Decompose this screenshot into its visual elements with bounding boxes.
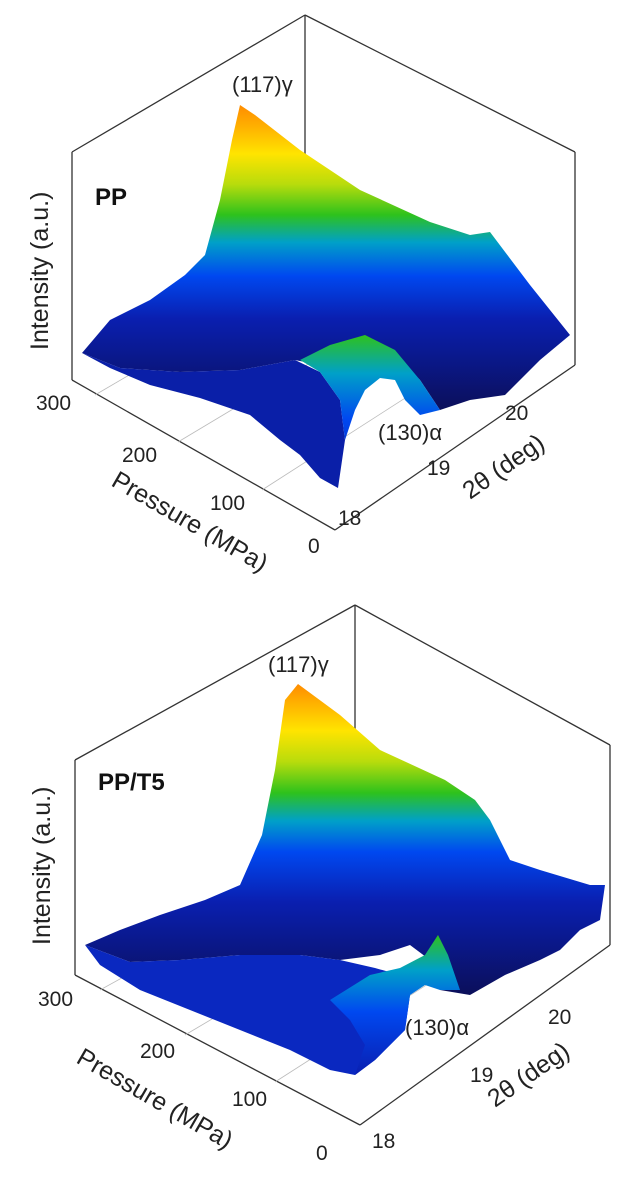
surface-pp-t5 bbox=[85, 684, 605, 1075]
panel-pp-t5: PP/T5 (117)γ (130)α Intensity (a.u.) Pre… bbox=[28, 604, 611, 1165]
pressure-tick: 100 bbox=[232, 1088, 267, 1111]
surface-pp bbox=[82, 105, 570, 488]
theta-ticks: 18 19 20 bbox=[338, 402, 528, 530]
peak-gamma-label: (117)γ bbox=[232, 72, 293, 97]
surface-front-region bbox=[85, 945, 410, 1075]
pressure-ticks: 300 200 100 0 bbox=[36, 392, 320, 558]
pressure-tick: 200 bbox=[140, 1040, 175, 1063]
pressure-tick: 300 bbox=[36, 392, 71, 415]
pressure-tick: 100 bbox=[210, 492, 245, 515]
alpha-peak-ridge bbox=[300, 335, 440, 488]
theta-tick: 19 bbox=[470, 1064, 493, 1087]
surface-front-region bbox=[82, 353, 345, 488]
peak-alpha-label: (130)α bbox=[405, 1015, 469, 1040]
top-right-edge bbox=[304, 14, 576, 153]
box-frame bbox=[71, 14, 576, 531]
top-right-edge bbox=[354, 604, 611, 746]
peak-gamma-label: (117)γ bbox=[268, 652, 329, 677]
pressure-tick: 0 bbox=[316, 1142, 328, 1165]
top-left-edge bbox=[74, 604, 356, 761]
surface-back-region bbox=[85, 684, 605, 995]
z-axis-label: Intensity (a.u.) bbox=[26, 192, 54, 350]
theta-tick: 19 bbox=[427, 457, 450, 480]
y-axis-label: 2θ (deg) bbox=[482, 1037, 574, 1113]
theta-tick: 20 bbox=[548, 1006, 571, 1029]
sample-label: PP bbox=[95, 184, 127, 211]
pressure-tick: 0 bbox=[308, 535, 320, 558]
pressure-axis-line bbox=[74, 974, 361, 1126]
theta-ticks: 18 19 20 bbox=[372, 1006, 571, 1153]
peak-alpha-label: (130)α bbox=[378, 420, 442, 445]
surface-back-region bbox=[82, 105, 570, 410]
theta-tick: 20 bbox=[505, 402, 528, 425]
x-axis-label: Pressure (MPa) bbox=[107, 466, 273, 578]
theta-tick: 18 bbox=[338, 507, 361, 530]
pressure-tick: 300 bbox=[38, 988, 73, 1011]
theta-axis-line bbox=[334, 364, 576, 531]
sample-label: PP/T5 bbox=[98, 769, 165, 796]
top-left-edge bbox=[71, 14, 306, 153]
theta-axis-line bbox=[359, 944, 611, 1126]
pressure-ticks: 300 200 100 0 bbox=[38, 988, 328, 1165]
theta-tick: 18 bbox=[372, 1130, 395, 1153]
pressure-tick: 200 bbox=[122, 444, 157, 467]
pressure-axis-line bbox=[71, 379, 336, 531]
alpha-peak-ridge bbox=[330, 935, 460, 1075]
panel-pp: PP (117)γ (130)α Intensity (a.u.) Pressu… bbox=[26, 14, 576, 578]
z-axis-label: Intensity (a.u.) bbox=[28, 787, 56, 945]
y-axis-label: 2θ (deg) bbox=[457, 429, 549, 505]
